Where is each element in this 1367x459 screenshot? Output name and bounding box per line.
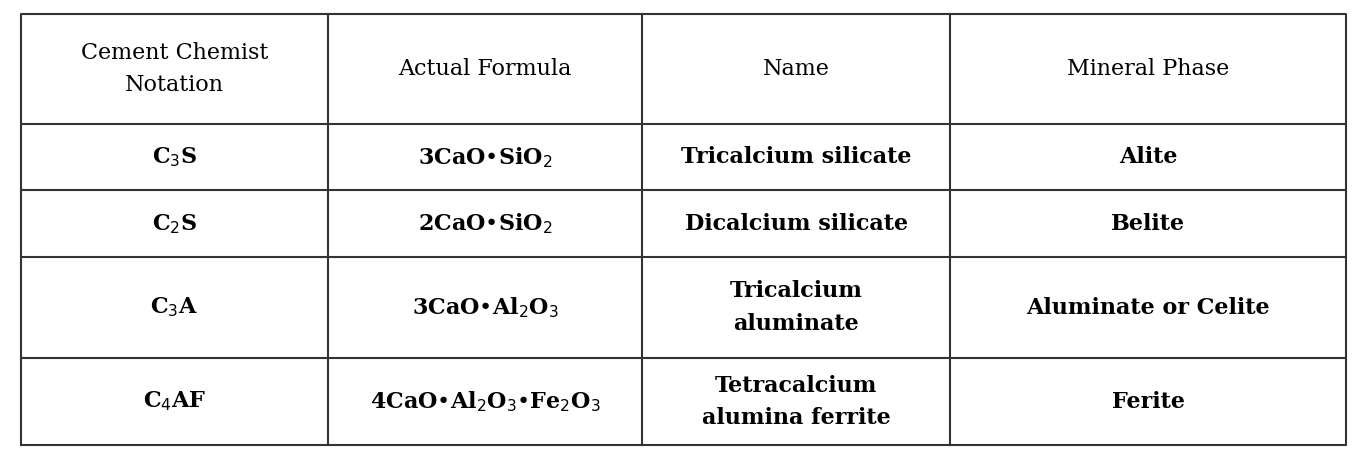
Text: Tricalcium
aluminate: Tricalcium aluminate [730, 280, 863, 335]
Text: C$_2$S: C$_2$S [152, 212, 197, 235]
Text: 2CaO•SiO$_2$: 2CaO•SiO$_2$ [418, 212, 552, 236]
Text: 3CaO•Al$_2$O$_3$: 3CaO•Al$_2$O$_3$ [411, 295, 559, 320]
Text: Ferite: Ferite [1111, 391, 1185, 413]
Text: Belite: Belite [1111, 213, 1185, 235]
Text: 4CaO•Al$_2$O$_3$•Fe$_2$O$_3$: 4CaO•Al$_2$O$_3$•Fe$_2$O$_3$ [370, 389, 600, 414]
Text: 3CaO•SiO$_2$: 3CaO•SiO$_2$ [418, 145, 552, 169]
Text: C$_3$A: C$_3$A [150, 296, 198, 319]
Text: Tetracalcium
alumina ferrite: Tetracalcium alumina ferrite [701, 375, 891, 429]
Text: Aluminate or Celite: Aluminate or Celite [1027, 297, 1270, 319]
Text: Name: Name [763, 58, 830, 80]
Text: C$_4$AF: C$_4$AF [142, 390, 206, 414]
Text: Tricalcium silicate: Tricalcium silicate [681, 146, 912, 168]
Text: Mineral Phase: Mineral Phase [1068, 58, 1229, 80]
Text: Cement Chemist
Notation: Cement Chemist Notation [81, 42, 268, 96]
Text: C$_3$S: C$_3$S [152, 146, 197, 169]
Text: Alite: Alite [1120, 146, 1177, 168]
Text: Actual Formula: Actual Formula [399, 58, 571, 80]
Text: Dicalcium silicate: Dicalcium silicate [685, 213, 908, 235]
